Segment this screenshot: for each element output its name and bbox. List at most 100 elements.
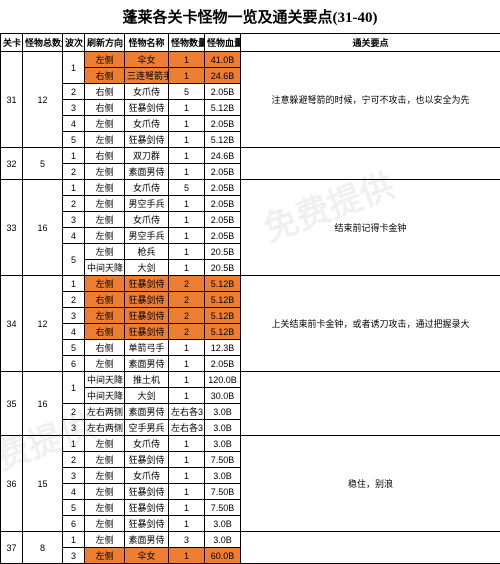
cell-hp: 7.50B <box>205 484 241 500</box>
cell-name: 伞女 <box>125 548 169 564</box>
cell-wave: 3 <box>63 548 85 564</box>
cell-dir: 左侧 <box>85 308 125 324</box>
cell-dir: 左侧 <box>85 500 125 516</box>
cell-count: 1 <box>169 260 205 276</box>
cell-total: 15 <box>23 436 63 532</box>
cell-wave: 2 <box>63 84 85 100</box>
cell-name: 素面男侍 <box>125 164 169 180</box>
cell-total: 8 <box>23 532 63 564</box>
column-header: 怪物总数量 <box>23 34 63 52</box>
cell-wave: 6 <box>63 516 85 532</box>
cell-name: 伞女 <box>125 52 169 68</box>
column-header: 怪物数量 <box>169 34 205 52</box>
cell-dir: 右侧 <box>85 148 125 164</box>
cell-name: 男空手兵 <box>125 196 169 212</box>
cell-name: 三连弩箭手 <box>125 68 169 84</box>
cell-name: 狂暴剑侍 <box>125 516 169 532</box>
cell-level: 35 <box>1 372 23 436</box>
cell-total: 16 <box>23 180 63 276</box>
cell-total: 16 <box>23 372 63 436</box>
cell-count: 1 <box>169 500 205 516</box>
cell-name: 素面男侍 <box>125 404 169 420</box>
column-header: 刷新方向 <box>85 34 125 52</box>
cell-dir: 左侧 <box>85 132 125 148</box>
cell-name: 女爪侍 <box>125 212 169 228</box>
cell-dir: 左侧 <box>85 276 125 292</box>
cell-count: 1 <box>169 164 205 180</box>
table-row: 33161左侧女爪侍52.05B结束前记得卡金钟 <box>1 180 500 196</box>
cell-tip: 注意躲避弩箭的时候，宁可不攻击，也以安全为先 <box>241 52 500 148</box>
cell-wave: 3 <box>63 212 85 228</box>
table-row: 3781左侧素面男侍33.0B <box>1 532 500 548</box>
cell-total: 12 <box>23 52 63 148</box>
cell-name: 女爪侍 <box>125 180 169 196</box>
cell-name: 女爪侍 <box>125 436 169 452</box>
cell-total: 5 <box>23 148 63 180</box>
page-title: 蓬莱各关卡怪物一览及通关要点(31-40) <box>0 0 500 33</box>
cell-hp: 20.5B <box>205 244 241 260</box>
cell-dir: 右侧 <box>85 100 125 116</box>
cell-dir: 右侧 <box>85 84 125 100</box>
cell-hp: 60.0B <box>205 548 241 564</box>
cell-name: 单箭弓手 <box>125 340 169 356</box>
table-row: 31121左侧伞女141.0B注意躲避弩箭的时候，宁可不攻击，也以安全为先 <box>1 52 500 68</box>
cell-count: 2 <box>169 276 205 292</box>
cell-hp: 5.12B <box>205 100 241 116</box>
cell-name: 大剑 <box>125 260 169 276</box>
cell-wave: 2 <box>63 292 85 308</box>
cell-hp: 5.12B <box>205 308 241 324</box>
cell-name: 男空手兵 <box>125 228 169 244</box>
cell-hp: 2.05B <box>205 84 241 100</box>
cell-dir: 左侧 <box>85 548 125 564</box>
cell-hp: 24.6B <box>205 68 241 84</box>
column-header: 关卡 <box>1 34 23 52</box>
cell-dir: 中间天降 <box>85 388 125 404</box>
column-header: 通关要点 <box>241 34 500 52</box>
cell-hp: 5.12B <box>205 292 241 308</box>
table-row: 36151左侧女爪侍13.0B稳住，别浪 <box>1 436 500 452</box>
cell-count: 3 <box>169 532 205 548</box>
cell-name: 大剑 <box>125 388 169 404</box>
cell-dir: 左侧 <box>85 468 125 484</box>
cell-hp: 41.0B <box>205 52 241 68</box>
cell-count: 1 <box>169 68 205 84</box>
cell-wave: 4 <box>63 228 85 244</box>
cell-wave: 4 <box>63 484 85 500</box>
cell-count: 1 <box>169 452 205 468</box>
cell-count: 1 <box>169 228 205 244</box>
cell-wave: 3 <box>63 420 85 436</box>
cell-hp: 12.3B <box>205 340 241 356</box>
cell-wave: 3 <box>63 100 85 116</box>
cell-tip <box>241 148 500 180</box>
cell-wave: 2 <box>63 404 85 420</box>
cell-name: 狂暴剑侍 <box>125 100 169 116</box>
cell-count: 2 <box>169 292 205 308</box>
cell-count: 1 <box>169 484 205 500</box>
cell-count: 5 <box>169 180 205 196</box>
cell-name: 女爪侍 <box>125 116 169 132</box>
cell-wave: 1 <box>63 148 85 164</box>
cell-wave: 6 <box>63 356 85 372</box>
cell-wave: 5 <box>63 244 85 276</box>
cell-count: 5 <box>169 84 205 100</box>
cell-name: 狂暴剑侍 <box>125 324 169 340</box>
cell-wave: 5 <box>63 340 85 356</box>
cell-wave: 4 <box>63 116 85 132</box>
cell-dir: 右侧 <box>85 292 125 308</box>
cell-dir: 左侧 <box>85 436 125 452</box>
cell-count: 1 <box>169 372 205 388</box>
monster-table: 关卡怪物总数量波次刷新方向怪物名称怪物数量怪物血量通关要点 31121左侧伞女1… <box>0 33 500 564</box>
cell-tip <box>241 532 500 564</box>
cell-dir: 右侧 <box>85 68 125 84</box>
cell-wave: 2 <box>63 196 85 212</box>
cell-level: 37 <box>1 532 23 564</box>
cell-hp: 2.05B <box>205 164 241 180</box>
table-row: 34121左侧狂暴剑侍25.12B上关结束前卡金钟，或者诱刀攻击，通过把握录大 <box>1 276 500 292</box>
cell-tip: 稳住，别浪 <box>241 436 500 532</box>
cell-name: 空手男兵 <box>125 420 169 436</box>
table-row: 3251右侧双刀群124.6B <box>1 148 500 164</box>
cell-count: 1 <box>169 100 205 116</box>
cell-dir: 左侧 <box>85 164 125 180</box>
cell-hp: 2.05B <box>205 212 241 228</box>
cell-tip <box>241 372 500 436</box>
